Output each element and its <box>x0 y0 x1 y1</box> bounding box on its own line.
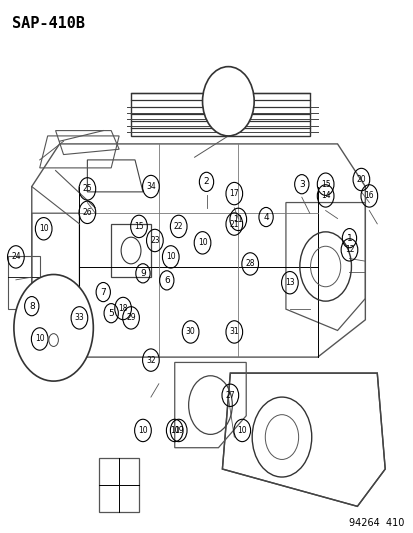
Text: 21: 21 <box>229 220 238 229</box>
Text: 34: 34 <box>146 182 155 191</box>
Text: 2: 2 <box>203 177 209 187</box>
Text: 29: 29 <box>126 313 135 322</box>
Text: 25: 25 <box>82 184 92 193</box>
Text: 4: 4 <box>263 213 268 222</box>
Text: SAP-410B: SAP-410B <box>12 16 85 31</box>
Text: 5: 5 <box>108 309 114 318</box>
Text: 30: 30 <box>185 327 195 336</box>
Text: 10: 10 <box>197 238 207 247</box>
Text: 15: 15 <box>134 222 143 231</box>
Text: 13: 13 <box>285 278 294 287</box>
Text: 19: 19 <box>173 426 183 435</box>
Text: 6: 6 <box>164 276 169 285</box>
Text: 20: 20 <box>356 175 366 184</box>
Text: 3: 3 <box>298 180 304 189</box>
Text: 17: 17 <box>229 189 239 198</box>
Text: 26: 26 <box>82 208 92 217</box>
Text: 1: 1 <box>346 233 351 243</box>
Text: 10: 10 <box>166 253 175 261</box>
Text: 7: 7 <box>100 288 106 296</box>
Text: 10: 10 <box>35 335 45 343</box>
Text: 14: 14 <box>320 191 330 200</box>
Text: 32: 32 <box>146 356 155 365</box>
Circle shape <box>202 67 254 136</box>
Circle shape <box>14 274 93 381</box>
Text: 22: 22 <box>173 222 183 231</box>
Text: 10: 10 <box>237 426 247 435</box>
Text: 28: 28 <box>245 260 254 269</box>
Text: 11: 11 <box>233 215 242 224</box>
Text: 24: 24 <box>11 253 21 261</box>
Text: 31: 31 <box>229 327 239 336</box>
Text: 94264  410: 94264 410 <box>349 518 404 528</box>
Text: 12: 12 <box>344 245 354 254</box>
Text: 10: 10 <box>138 426 147 435</box>
Text: 23: 23 <box>150 236 159 245</box>
Text: 10: 10 <box>39 224 48 233</box>
Text: 8: 8 <box>29 302 35 311</box>
Text: 10: 10 <box>169 426 179 435</box>
Text: 9: 9 <box>140 269 145 278</box>
Text: 27: 27 <box>225 391 235 400</box>
Text: 18: 18 <box>118 304 128 313</box>
Text: 15: 15 <box>320 180 330 189</box>
Text: 16: 16 <box>363 191 373 200</box>
Text: 33: 33 <box>74 313 84 322</box>
